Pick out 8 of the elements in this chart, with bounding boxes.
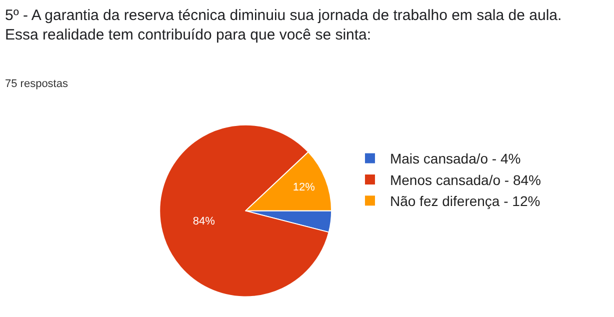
pie-slice [159, 124, 330, 298]
legend-label: Menos cansada/o - 84% [390, 172, 541, 188]
chart-title: 5º - A garantia da reserva técnica diminuiu sua jornada de trabalho em sala de aula. Essa realidade tem contribuído para que você se sinta: [5, 7, 562, 44]
data-label: 84% [192, 215, 216, 228]
legend-label: Não fez diferença - 12% [390, 193, 540, 210]
text: 75 respostas [5, 78, 68, 90]
data-label: 12% [292, 182, 316, 194]
legend-label: Mais cansada/o - 4% [390, 150, 521, 167]
